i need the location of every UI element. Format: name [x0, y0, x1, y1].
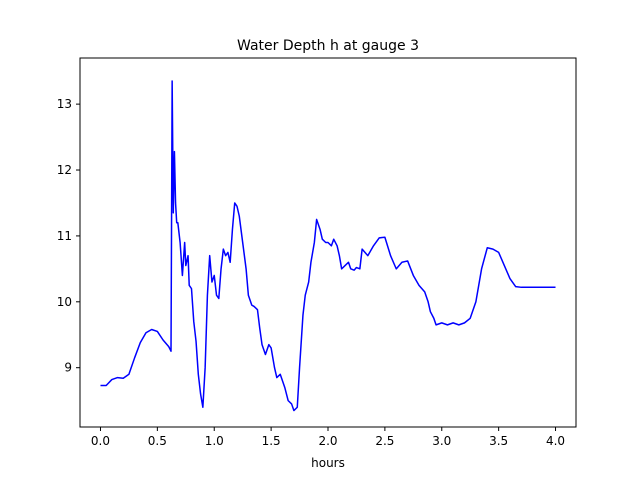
- x-axis: 0.0 0.5 1.0 1.5 2.0 2.5 3.0 3.5 4.0: [91, 427, 565, 448]
- series-line-0: [100, 80, 556, 412]
- x-tick-label: 1.5: [262, 434, 281, 448]
- x-tick-label: 2.0: [318, 434, 337, 448]
- x-tick-label: 3.0: [432, 434, 451, 448]
- y-axis: 9 10 11 12 13: [57, 97, 80, 375]
- y-tick-label: 12: [57, 163, 72, 177]
- y-tick-label: 11: [57, 229, 72, 243]
- x-axis-label: hours: [311, 456, 345, 470]
- x-tick-label: 2.5: [375, 434, 394, 448]
- y-tick-label: 13: [57, 97, 72, 111]
- x-tick-label: 0.5: [148, 434, 167, 448]
- plot-area: [79, 57, 577, 428]
- x-tick-label: 1.0: [205, 434, 224, 448]
- chart-title: Water Depth h at gauge 3: [237, 38, 419, 54]
- x-tick-label: 4.0: [546, 434, 565, 448]
- y-tick-label: 10: [57, 295, 72, 309]
- y-tick-label: 9: [64, 361, 72, 375]
- x-tick-label: 3.5: [489, 434, 508, 448]
- x-tick-label: 0.0: [91, 434, 110, 448]
